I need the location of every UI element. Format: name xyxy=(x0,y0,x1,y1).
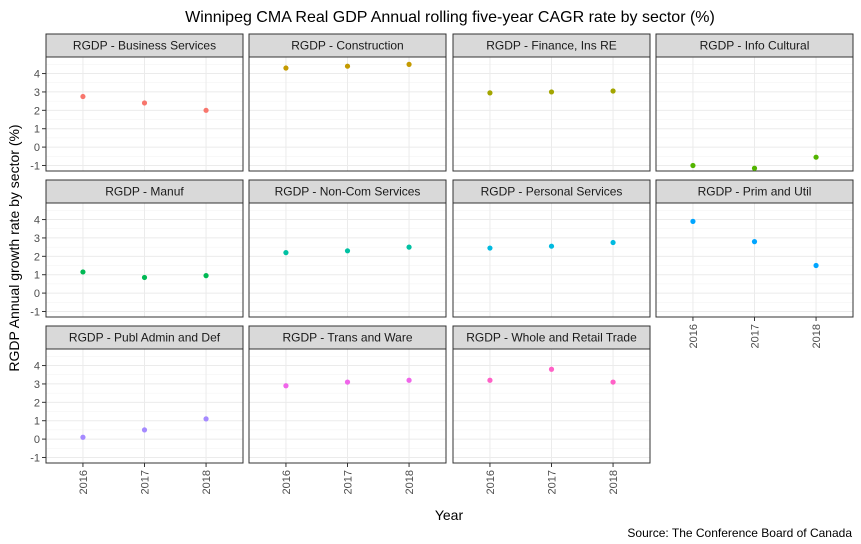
source-caption: Source: The Conference Board of Canada xyxy=(627,526,852,540)
facet-strip-label: RGDP - Manuf xyxy=(105,185,184,199)
facet-strip-label: RGDP - Publ Admin and Def xyxy=(69,331,221,345)
data-point xyxy=(610,88,616,94)
data-point xyxy=(690,162,696,169)
y-tick-label: -1 xyxy=(30,306,40,318)
data-point xyxy=(80,269,86,275)
facet-border xyxy=(452,56,651,172)
facet-border xyxy=(452,202,651,318)
y-tick-label: 1 xyxy=(34,124,40,136)
data-point xyxy=(203,416,209,422)
facet-border xyxy=(655,56,854,172)
data-point xyxy=(610,239,616,246)
facet-border xyxy=(45,202,244,318)
data-point xyxy=(141,274,148,281)
data-point xyxy=(344,63,351,69)
y-tick-label: 0 xyxy=(34,434,40,446)
y-tick-label: 4 xyxy=(34,69,40,81)
y-tick-label: 0 xyxy=(34,142,40,154)
x-tick-label: 2018 xyxy=(811,324,823,348)
y-tick-label: 1 xyxy=(34,416,40,428)
x-tick-label: 2017 xyxy=(547,470,559,494)
facet-border xyxy=(248,202,447,318)
data-point xyxy=(548,366,555,372)
facet-strip-label: RGDP - Business Services xyxy=(73,39,216,53)
data-point xyxy=(406,244,412,250)
y-axis-title: RGDP Annual growth rate by sector (%) xyxy=(6,124,22,371)
data-point xyxy=(690,218,696,224)
data-point xyxy=(406,61,412,67)
data-point xyxy=(751,165,758,171)
data-point xyxy=(487,245,493,251)
data-point xyxy=(80,93,86,100)
facet-panel: RGDP - Publ Admin and Def -1 0 1 2 3 4 2016 2017… xyxy=(30,325,244,494)
data-point xyxy=(813,262,819,269)
facet-panel: RGDP - Info Cultural xyxy=(655,33,854,172)
x-tick-label: 2017 xyxy=(343,470,355,494)
y-tick-label: 2 xyxy=(34,105,40,117)
data-point xyxy=(610,379,616,385)
facet-panel: RGDP - Personal Services xyxy=(452,179,651,318)
x-tick-label: 2016 xyxy=(281,470,293,494)
facet-strip-label: RGDP - Construction xyxy=(291,39,403,53)
y-tick-label: 3 xyxy=(34,379,40,391)
facet-strip-label: RGDP - Prim and Util xyxy=(698,185,812,199)
chart-title: Winnipeg CMA Real GDP Annual rolling fiv… xyxy=(185,9,715,26)
facet-strip-label: RGDP - Non-Com Services xyxy=(275,185,421,199)
data-point xyxy=(548,89,555,95)
x-tick-label: 2016 xyxy=(485,470,497,494)
facet-panel: RGDP - Non-Com Services xyxy=(248,179,447,318)
data-point xyxy=(487,377,493,383)
facet-strip-label: RGDP - Personal Services xyxy=(481,185,623,199)
data-point xyxy=(141,427,148,433)
facet-panel: RGDP - Whole and Retail Trade 2016 2017 201… xyxy=(452,325,651,494)
y-tick-label: 1 xyxy=(34,270,40,282)
x-tick-label: 2018 xyxy=(608,470,620,494)
y-tick-label: 2 xyxy=(34,251,40,263)
data-point xyxy=(344,248,351,254)
data-point xyxy=(751,239,758,245)
data-point xyxy=(344,379,351,385)
facet-strip-label: RGDP - Info Cultural xyxy=(700,39,810,53)
data-point xyxy=(813,154,819,160)
facet-strip-label: RGDP - Trans and Ware xyxy=(282,331,412,345)
y-tick-label: -1 xyxy=(30,160,40,172)
x-tick-label: 2018 xyxy=(201,470,213,494)
data-point xyxy=(283,383,289,389)
y-tick-label: 4 xyxy=(34,361,40,373)
y-tick-label: 0 xyxy=(34,288,40,300)
y-tick-label: -1 xyxy=(30,452,40,464)
x-tick-label: 2018 xyxy=(404,470,416,494)
x-axis-title: Year xyxy=(435,507,464,523)
facet-panel: RGDP - Finance, Ins RE xyxy=(452,33,651,172)
y-tick-label: 3 xyxy=(34,87,40,99)
data-point xyxy=(548,243,555,249)
facet-border xyxy=(45,56,244,172)
facet-strip-label: RGDP - Whole and Retail Trade xyxy=(466,331,637,345)
data-point xyxy=(141,100,148,106)
facet-panel: RGDP - Manuf -1 0 1 2 3 4 xyxy=(30,179,244,318)
facet-panel: RGDP - Prim and Util 2016 2017 2018 xyxy=(655,179,854,348)
y-tick-label: 4 xyxy=(34,215,40,227)
facet-border xyxy=(248,56,447,172)
facet-panel: RGDP - Business Services -1 0 1 2 3 4 xyxy=(30,33,244,172)
facet-panels: RGDP - Business Services -1 0 1 2 3 4 RGDP - Co… xyxy=(30,33,854,494)
x-tick-label: 2016 xyxy=(688,324,700,348)
data-point xyxy=(406,377,412,383)
facet-panel: RGDP - Construction xyxy=(248,33,447,172)
facet-panel: RGDP - Trans and Ware 2016 2017 2018 xyxy=(248,325,447,494)
x-tick-label: 2016 xyxy=(78,470,90,494)
data-point xyxy=(283,65,289,71)
facet-strip-label: RGDP - Finance, Ins RE xyxy=(486,39,617,53)
data-point xyxy=(487,90,493,96)
x-tick-label: 2017 xyxy=(750,324,762,348)
data-point xyxy=(203,107,209,113)
x-tick-label: 2017 xyxy=(140,470,152,494)
data-point xyxy=(283,250,289,256)
y-tick-label: 2 xyxy=(34,397,40,409)
y-tick-label: 3 xyxy=(34,233,40,245)
data-point xyxy=(203,273,209,279)
data-point xyxy=(80,434,86,440)
